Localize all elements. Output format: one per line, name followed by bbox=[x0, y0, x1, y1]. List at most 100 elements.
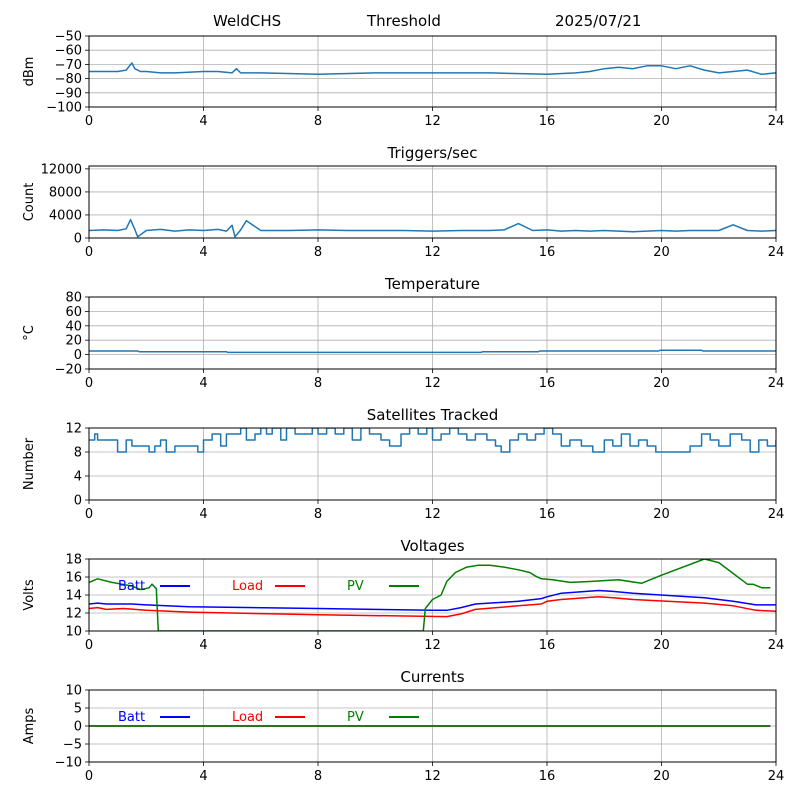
y-tick-label: 14 bbox=[65, 589, 82, 604]
y-tick-label: −90 bbox=[55, 86, 82, 101]
x-tick-label: 8 bbox=[314, 507, 322, 522]
x-tick-label: 12 bbox=[424, 114, 441, 129]
x-tick-label: 16 bbox=[539, 769, 556, 784]
y-tick-label: 80 bbox=[65, 291, 82, 306]
y-tick-label: 5 bbox=[74, 702, 82, 717]
chart-title: Triggers/sec bbox=[387, 144, 478, 162]
x-tick-label: 0 bbox=[85, 507, 93, 522]
x-tick-label: 4 bbox=[199, 769, 207, 784]
x-tick-label: 24 bbox=[768, 769, 785, 784]
x-tick-label: 16 bbox=[539, 507, 556, 522]
chart-panel-1: 0 4 8 12 16 20 24 −100−90−80−70−60−50 dBm bbox=[22, 30, 784, 130]
x-tick-label: 24 bbox=[768, 245, 785, 260]
x-tick-label: 8 bbox=[314, 245, 322, 260]
chart-panel-6: 0 4 8 12 16 20 24 −10 −5 0 5 10 Amps Currents Batt Load… bbox=[22, 668, 784, 784]
x-tick-label: 0 bbox=[85, 376, 93, 391]
series-line-1 bbox=[89, 62, 776, 76]
y-tick-label: 12 bbox=[65, 607, 82, 622]
x-tick-label: 20 bbox=[653, 114, 670, 129]
x-tick-label: 20 bbox=[653, 507, 670, 522]
x-tick-label: 8 bbox=[314, 638, 322, 653]
x-tick-label: 16 bbox=[539, 114, 556, 129]
y-axis-label: Volts bbox=[22, 579, 37, 611]
y-tick-label: 10 bbox=[65, 684, 82, 699]
x-tick-label: 4 bbox=[199, 114, 207, 129]
y-tick-label: −100 bbox=[46, 101, 82, 116]
legend-label-pv: PV bbox=[347, 579, 364, 594]
x-tick-label: 24 bbox=[768, 376, 785, 391]
y-tick-label: 4000 bbox=[49, 208, 82, 223]
y-axis-label: Count bbox=[22, 183, 37, 222]
chart-title: Temperature bbox=[384, 275, 480, 293]
x-tick-label: 24 bbox=[768, 114, 785, 129]
chart-title: Currents bbox=[400, 668, 464, 686]
x-tick-label: 12 bbox=[424, 376, 441, 391]
x-tick-label: 0 bbox=[85, 114, 93, 129]
y-tick-label: 20 bbox=[65, 334, 82, 349]
y-tick-label: −10 bbox=[55, 756, 82, 771]
x-tick-label: 24 bbox=[768, 507, 785, 522]
x-tick-label: 8 bbox=[314, 769, 322, 784]
y-axis-label: Number bbox=[22, 437, 37, 490]
x-tick-label: 12 bbox=[424, 769, 441, 784]
x-tick-label: 12 bbox=[424, 245, 441, 260]
y-tick-label: 0 bbox=[74, 348, 82, 363]
series-line-pv bbox=[89, 559, 771, 631]
series-line-batt bbox=[89, 589, 776, 612]
series-line-1 bbox=[89, 428, 776, 453]
x-tick-label: 20 bbox=[653, 638, 670, 653]
chart-title: Voltages bbox=[400, 537, 464, 555]
y-tick-label: −5 bbox=[63, 738, 82, 753]
series-line-1 bbox=[89, 349, 776, 354]
y-tick-label: 8000 bbox=[49, 185, 82, 200]
x-tick-label: 4 bbox=[199, 638, 207, 653]
x-tick-label: 8 bbox=[314, 376, 322, 391]
header-date: 2025/07/21 bbox=[555, 12, 642, 30]
y-tick-label: 8 bbox=[74, 446, 82, 461]
chart-title: Satellites Tracked bbox=[367, 406, 498, 424]
header-station: WeldCHS bbox=[213, 12, 282, 30]
x-tick-label: 8 bbox=[314, 114, 322, 129]
legend-label-pv: PV bbox=[347, 710, 364, 725]
x-tick-label: 24 bbox=[768, 638, 785, 653]
y-tick-label: 10 bbox=[65, 625, 82, 640]
y-tick-label: 0 bbox=[74, 494, 82, 509]
x-tick-label: 0 bbox=[85, 769, 93, 784]
y-axis-label: °C bbox=[22, 325, 37, 341]
legend-label-batt: Batt bbox=[118, 579, 145, 594]
series-line-1 bbox=[89, 218, 776, 238]
y-tick-label: 60 bbox=[65, 305, 82, 320]
y-axis-label: Amps bbox=[22, 707, 37, 744]
x-tick-label: 20 bbox=[653, 245, 670, 260]
y-axis-label: dBm bbox=[22, 57, 37, 87]
chart-panel-4: 0 4 8 12 16 20 24 0 4 8 12 Number Satellites Tracked bbox=[22, 406, 784, 522]
x-tick-label: 16 bbox=[539, 245, 556, 260]
y-tick-label: 0 bbox=[74, 720, 82, 735]
y-tick-label: 12000 bbox=[41, 162, 82, 177]
y-tick-label: 12 bbox=[65, 422, 82, 437]
y-tick-label: 0 bbox=[74, 232, 82, 247]
y-tick-label: −70 bbox=[55, 58, 82, 73]
header-mode: Threshold bbox=[367, 12, 441, 30]
y-tick-label: −50 bbox=[55, 30, 82, 45]
x-tick-label: 12 bbox=[424, 638, 441, 653]
y-tick-label: 18 bbox=[65, 553, 82, 568]
x-tick-label: 16 bbox=[539, 638, 556, 653]
y-tick-label: −60 bbox=[55, 44, 82, 59]
y-tick-label: 4 bbox=[74, 470, 82, 485]
y-tick-label: −20 bbox=[55, 363, 82, 378]
x-tick-label: 4 bbox=[199, 245, 207, 260]
x-tick-label: 16 bbox=[539, 376, 556, 391]
x-tick-label: 0 bbox=[85, 245, 93, 260]
legend-label-load: Load bbox=[232, 710, 263, 725]
x-tick-label: 12 bbox=[424, 507, 441, 522]
x-tick-label: 20 bbox=[653, 769, 670, 784]
x-tick-label: 4 bbox=[199, 376, 207, 391]
x-tick-label: 0 bbox=[85, 638, 93, 653]
chart-panel-2: 0 4 8 12 16 20 24 0 4000 8000 12000 Count Triggers/s… bbox=[22, 144, 784, 260]
x-tick-label: 4 bbox=[199, 507, 207, 522]
y-tick-label: −80 bbox=[55, 72, 82, 87]
series-line-load bbox=[89, 596, 776, 618]
